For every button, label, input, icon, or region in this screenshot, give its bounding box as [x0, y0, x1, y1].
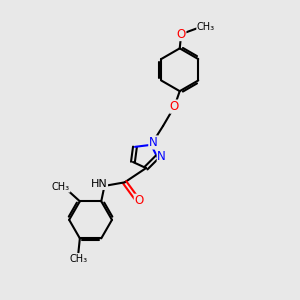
- Text: HN: HN: [91, 179, 107, 189]
- Text: O: O: [177, 28, 186, 40]
- Text: CH₃: CH₃: [69, 254, 87, 264]
- Text: N: N: [149, 136, 158, 149]
- Text: CH₃: CH₃: [197, 22, 215, 32]
- Text: O: O: [134, 194, 144, 207]
- Text: O: O: [170, 100, 179, 113]
- Text: CH₃: CH₃: [52, 182, 70, 192]
- Text: N: N: [157, 150, 166, 163]
